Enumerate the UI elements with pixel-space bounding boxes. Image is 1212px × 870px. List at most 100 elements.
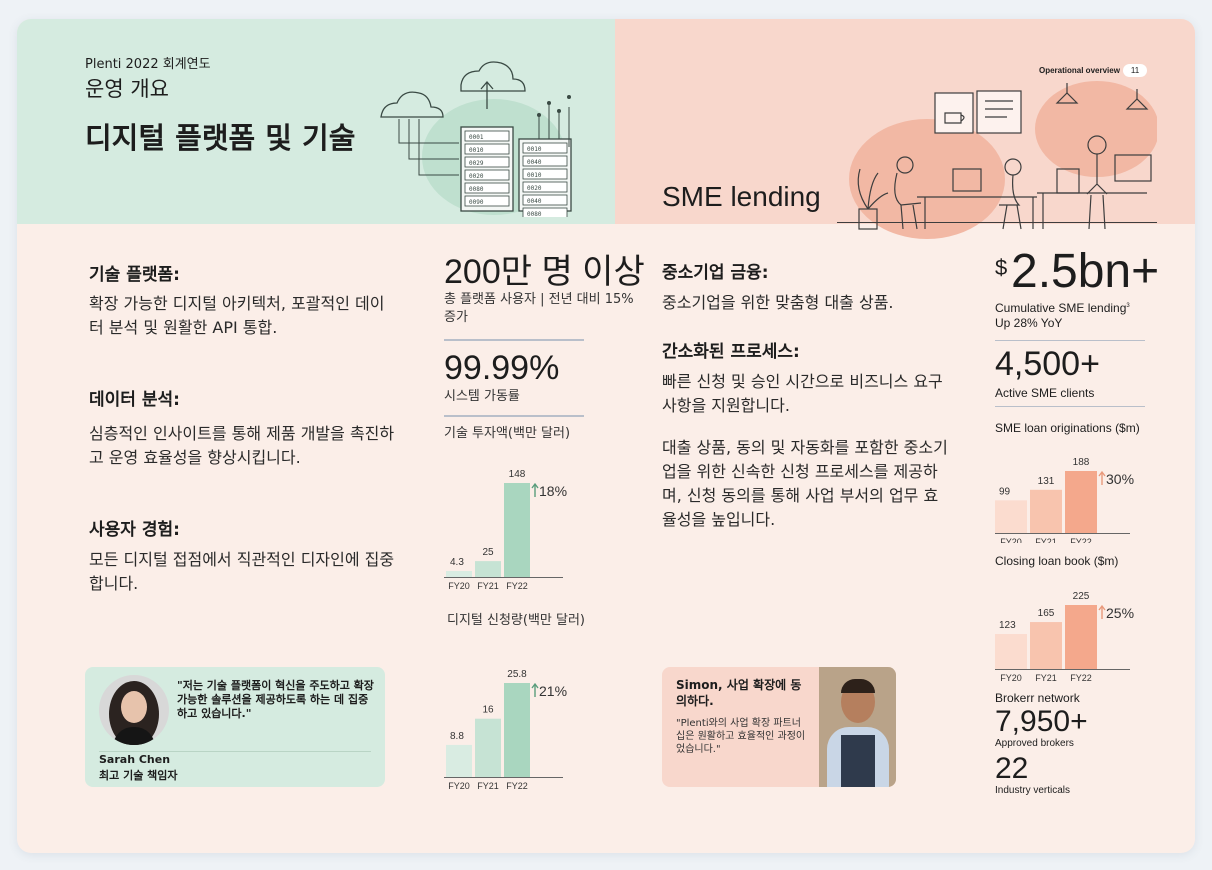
server-slot-code: 0090 <box>469 199 484 206</box>
report-page: Plenti 2022 회계연도 운영 개요 디지털 플랫폼 및 기술 0001… <box>17 19 1195 853</box>
bar-value-label: 225 <box>1073 591 1090 602</box>
section-heading-sme-finance: 중소기업 금융: <box>662 263 769 283</box>
server-slot <box>464 182 510 194</box>
bar-value-label: 16 <box>482 705 494 716</box>
chart-digital-applications: 8.8 FY20 16 FY21 25.8 FY22 21% <box>444 669 567 791</box>
server-slot-code: 0010 <box>527 146 542 153</box>
users-stat-label: 총 플랫폼 사용자 | 전년 대비 15% 증가 <box>444 292 634 325</box>
bar-fy20 <box>446 571 472 577</box>
growth-arrow-icon <box>531 682 539 697</box>
server-slot <box>464 130 510 142</box>
users-stat-value: 200만 명 이상 <box>444 253 645 291</box>
section-heading-data: 데이터 분석: <box>89 390 180 410</box>
bar-value-label: 25.8 <box>507 669 527 680</box>
uptime-stat-label: 시스템 가동률 <box>444 389 520 404</box>
server-slot <box>464 169 510 181</box>
section-body-sme-finance: 중소기업을 위한 맞춤형 대출 상품. <box>662 293 894 312</box>
clients-label: Active SME clients <box>995 386 1095 400</box>
server-slot-code: 0001 <box>469 134 484 141</box>
verticals-value: 22 <box>995 752 1029 785</box>
server-slot <box>464 195 510 207</box>
clients-value: 4,500+ <box>995 345 1100 383</box>
server-rack-a: 0001 0010 0029 0020 0080 0090 <box>464 130 510 207</box>
cto-quote-text: "저는 기술 플랫폼이 혁신을 주도하고 확장 가능한 솔루션을 제공하도록 하… <box>177 679 374 720</box>
chart-sme-originations: 99 FY20 131 FY21 188 FY22 30% <box>995 457 1134 543</box>
x-tick-label: FY22 <box>506 781 528 791</box>
server-slot <box>522 168 568 180</box>
bar-value-label: 4.3 <box>450 557 464 568</box>
stat-divider <box>995 406 1145 407</box>
bar-value-label: 148 <box>509 469 526 480</box>
quote-divider <box>99 751 371 752</box>
report-eyebrow: Plenti 2022 회계연도 <box>85 57 211 72</box>
bar-fy21 <box>475 718 501 777</box>
x-tick-label: FY20 <box>448 581 470 591</box>
x-tick-label: FY22 <box>1070 537 1092 543</box>
bar-value-label: 188 <box>1073 457 1090 468</box>
sme-description: 대출 상품, 동의 및 자동화를 포함한 중소기업을 위한 신속한 신청 프로세… <box>662 438 948 529</box>
chart-title-digital-applications: 디지털 신청량(백만 달러) <box>447 613 586 628</box>
bar-fy22 <box>504 683 530 777</box>
bar-value-label: 165 <box>1038 608 1055 619</box>
server-slot-code: 0010 <box>469 147 484 154</box>
chart-closing-loan-book: 123 FY20 165 FY21 225 FY22 25% <box>995 591 1134 683</box>
cto-role: 최고 기술 책임자 <box>99 769 178 782</box>
section-body-process: 빠른 신청 및 승인 시간으로 비즈니스 요구 사항을 지원합니다. <box>662 372 943 415</box>
cafe-floor-line <box>837 222 1157 223</box>
growth-percent-label: 18% <box>539 483 567 499</box>
x-tick-label: FY22 <box>1070 673 1092 683</box>
section-heading-process: 간소화된 프로세스: <box>662 342 800 362</box>
simon-photo <box>819 667 896 787</box>
server-slot <box>464 143 510 155</box>
bar-fy20 <box>995 634 1027 669</box>
x-tick-label: FY20 <box>448 781 470 791</box>
cto-name: Sarah Chen <box>99 753 171 766</box>
uptime-stat-value: 99.99% <box>444 349 560 387</box>
x-tick-label: FY22 <box>506 581 528 591</box>
bar-value-label: 99 <box>999 486 1011 497</box>
simon-title: Simon, 사업 확장에 동의하다. <box>676 678 802 708</box>
growth-arrow-icon <box>1098 604 1106 619</box>
cumulative-lending-label: Cumulative SME lending3 <box>995 301 1130 315</box>
stat-divider <box>444 415 584 417</box>
growth-percent-label: 30% <box>1106 471 1134 487</box>
bar-value-label: 8.8 <box>450 731 464 742</box>
server-slot-code: 0020 <box>527 185 542 192</box>
footnote-marker: 3 <box>1126 303 1130 309</box>
server-slot-code: 0029 <box>469 160 484 167</box>
bar-fy22 <box>1065 471 1097 533</box>
sme-lending-title: SME lending <box>662 181 821 212</box>
bar-fy21 <box>1030 489 1062 533</box>
growth-arrow-icon <box>1098 470 1106 485</box>
server-slot <box>522 155 568 167</box>
cafe-workers-illustration <box>849 81 1157 239</box>
x-tick-label: FY21 <box>477 581 499 591</box>
server-slot <box>522 142 568 154</box>
chart-title-sme-originations: SME loan originations ($m) <box>995 421 1140 435</box>
section-body-data: 심층적인 인사이트를 통해 제품 개발을 촉진하고 운영 효율성을 향상시킵니다… <box>89 424 395 467</box>
bar-fy20 <box>446 744 472 777</box>
server-slot-code: 0020 <box>469 173 484 180</box>
brokers-value: 7,950+ <box>995 705 1088 738</box>
broker-network-heading: Brokerr network <box>995 691 1080 705</box>
server-slot <box>522 207 568 217</box>
x-tick-label: FY20 <box>1000 673 1022 683</box>
section-heading-ux: 사용자 경험: <box>89 520 180 540</box>
growth-arrow-icon <box>531 482 539 497</box>
bar-value-label: 25 <box>482 547 494 558</box>
bar-fy21 <box>1030 622 1062 669</box>
server-slot-code: 0080 <box>527 211 542 217</box>
x-tick-label: FY21 <box>1035 673 1057 683</box>
section-body-tech: 확장 가능한 디지털 아키텍처, 포괄적인 데이터 분석 및 원활한 API 통… <box>89 294 385 337</box>
cto-quote-card: "저는 기술 플랫폼이 혁신을 주도하고 확장 가능한 솔루션을 제공하도록 하… <box>85 667 385 787</box>
server-slot-code: 0010 <box>527 172 542 179</box>
server-rack-b: 0010 0040 0010 0020 0040 0080 <box>522 142 568 217</box>
bar-value-label: 131 <box>1038 476 1055 487</box>
cumulative-lending-value: 2.5bn+ <box>1011 245 1160 298</box>
growth-percent-label: 25% <box>1106 605 1134 621</box>
avatar <box>99 675 169 745</box>
brokers-label: Approved brokers <box>995 738 1074 749</box>
server-slot-code: 0040 <box>527 198 542 205</box>
page-number-badge: 11 <box>1123 64 1147 77</box>
stat-divider <box>995 340 1145 341</box>
